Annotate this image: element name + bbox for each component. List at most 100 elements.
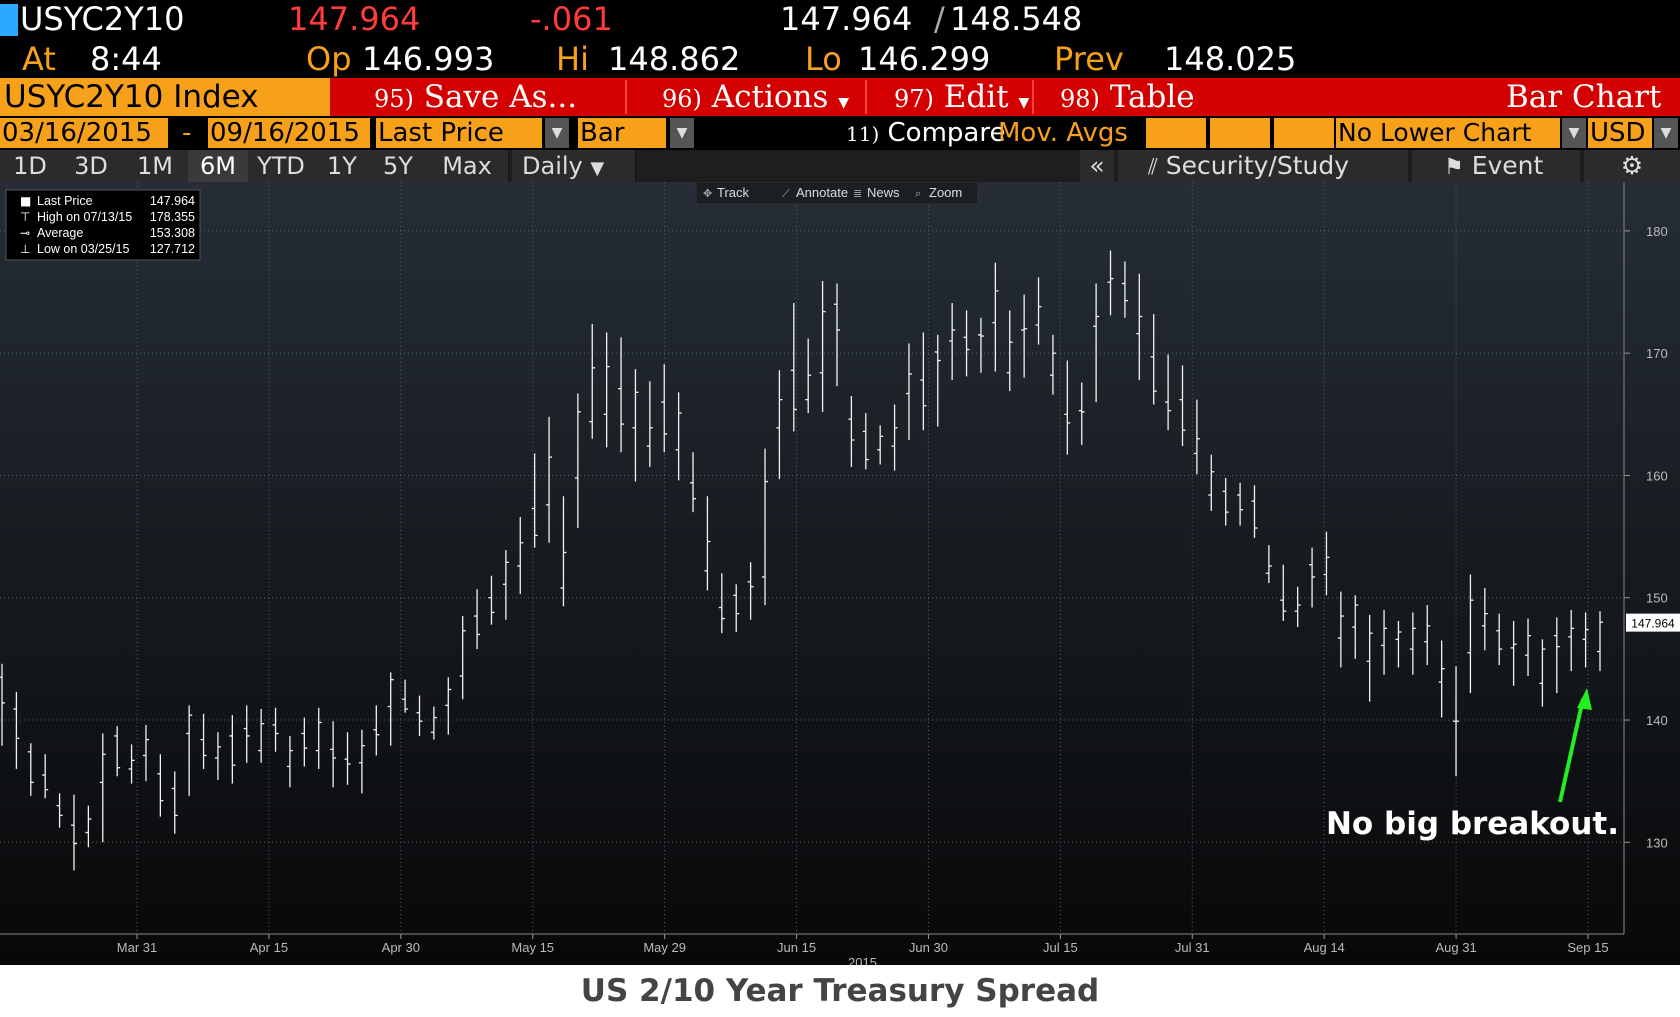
currency-dropdown-icon[interactable]: ▼	[1654, 118, 1678, 148]
period-tab-1d[interactable]: 1D	[0, 150, 61, 182]
actions-menu[interactable]: 96) Actions ▼	[662, 78, 849, 116]
empty-field[interactable]	[1210, 118, 1270, 148]
event-label: Event	[1471, 151, 1544, 180]
period-tab-6m[interactable]: 6M	[188, 150, 249, 182]
annotation-text: No big breakout.	[1326, 806, 1619, 842]
at-label: At	[22, 40, 56, 78]
low-label: Lo	[805, 40, 842, 78]
security-index-label: USYC2Y10 Index	[4, 79, 259, 115]
price-field-dropdown-icon[interactable]: ▼	[545, 118, 569, 148]
low-value: 146.299	[858, 40, 991, 78]
chart-study-icon: ⫽	[1148, 155, 1158, 180]
save-as-label: Save As...	[423, 79, 578, 115]
y-tick-label: 160	[1646, 468, 1668, 483]
bid-price: 147.964	[780, 0, 913, 38]
gear-icon: ⚙	[1620, 151, 1644, 180]
legend-label: High on 07/13/15	[37, 210, 132, 224]
frequency-label: Daily	[522, 152, 583, 180]
y-tick-label: 130	[1646, 835, 1668, 850]
edit-caret-icon: ▼	[1018, 95, 1030, 111]
flag-icon: ⚑	[1444, 155, 1464, 180]
annotation-arrow	[1558, 698, 1585, 803]
period-tab-3d[interactable]: 3D	[60, 150, 123, 182]
end-date-field[interactable]: 09/16/2015	[208, 118, 370, 148]
y-tick-label: 150	[1646, 591, 1668, 606]
period-tab-1m[interactable]: 1M	[122, 150, 189, 182]
table-menu[interactable]: 98) Table	[1060, 78, 1195, 116]
last-price-marker	[1626, 613, 1680, 632]
plot-background	[0, 182, 1680, 965]
chart-type-dropdown-icon[interactable]: ▼	[670, 118, 694, 148]
legend-icon: ⊸	[20, 226, 30, 240]
x-tick-label: May 15	[511, 940, 554, 955]
actions-number: 96)	[662, 85, 702, 113]
compare-button[interactable]: 11) Compare	[846, 118, 1005, 149]
chart-tool-annotate[interactable]: ⟋ Annotate	[782, 185, 848, 200]
menu-separator	[625, 80, 627, 114]
lower-chart-select[interactable]: No Lower Chart	[1336, 118, 1560, 148]
empty-field[interactable]	[1146, 118, 1206, 148]
legend-value: 127.712	[150, 242, 195, 256]
x-tick-label: Aug 14	[1304, 940, 1345, 955]
x-tick-label: Jul 31	[1175, 940, 1210, 955]
lower-chart-dropdown-icon[interactable]: ▼	[1562, 118, 1586, 148]
x-tick-label: May 29	[643, 940, 686, 955]
last-price-marker-label: 147.964	[1631, 617, 1675, 631]
security-index-field[interactable]: USYC2Y10 Index	[0, 78, 330, 116]
net-change: -.061	[530, 0, 613, 38]
save-as-menu[interactable]: 95) Save As...	[374, 78, 577, 116]
legend-label: Last Price	[37, 194, 93, 208]
annotate-icon: ⟋	[782, 187, 790, 200]
period-tab-1y[interactable]: 1Y	[314, 150, 371, 182]
mov-avgs-button[interactable]: Mov. Avgs	[998, 118, 1128, 148]
frequency-select[interactable]: Daily ▼	[512, 150, 636, 182]
compare-number: 11)	[846, 122, 880, 146]
ticker-marker	[0, 4, 18, 36]
x-tick-label: Aug 31	[1435, 940, 1476, 955]
bar-chart[interactable]: 130 140 150 160 170 180 147.964 Mar 31 Apr 15 Ap…	[0, 182, 1680, 965]
actions-caret-icon: ▼	[838, 95, 850, 111]
bar-chart-title: Bar Chart	[1506, 79, 1662, 115]
chart-tool-label: Annotate	[796, 185, 848, 200]
collapse-button[interactable]: «	[1080, 150, 1114, 182]
event-button[interactable]: ⚑ Event	[1412, 150, 1580, 182]
table-label: Table	[1109, 79, 1195, 115]
actions-label: Actions	[711, 79, 829, 115]
chart-tool-track[interactable]: ✥ Track	[703, 185, 750, 200]
x-tick-label: Jun 15	[777, 940, 816, 955]
chart-type-select[interactable]: Bar	[578, 118, 666, 148]
settings-button[interactable]: ⚙	[1584, 150, 1680, 182]
period-tab-max[interactable]: Max	[426, 150, 509, 182]
legend-icon: ⊥	[20, 242, 30, 256]
x-tick-label: Jun 30	[909, 940, 948, 955]
menu-separator	[865, 80, 867, 114]
zoom-icon: ⌕	[915, 187, 921, 200]
prev-value: 148.025	[1164, 40, 1297, 78]
x-tick-label: Sep 15	[1567, 940, 1608, 955]
frequency-caret-icon: ▼	[590, 158, 605, 179]
open-label: Op	[306, 40, 352, 78]
last-price: 147.964	[288, 0, 421, 38]
period-tab-5y[interactable]: 5Y	[370, 150, 427, 182]
bid-ask-separator: /	[934, 0, 945, 38]
chart-toolbar	[695, 182, 979, 205]
high-label: Hi	[556, 40, 589, 78]
quote-row: USYC2Y10 147.964 -.061 147.964 / 148.548	[0, 0, 1680, 40]
prev-label: Prev	[1054, 40, 1124, 78]
start-date-field[interactable]: 03/16/2015	[0, 118, 168, 148]
legend-value: 153.308	[150, 226, 195, 240]
price-field-select[interactable]: Last Price	[376, 118, 542, 148]
currency-select[interactable]: USD	[1588, 118, 1652, 148]
legend-label: Average	[37, 226, 83, 240]
save-as-number: 95)	[374, 85, 414, 113]
edit-menu[interactable]: 97) Edit ▼	[894, 78, 1029, 116]
security-study-button[interactable]: ⫽ Security/Study	[1118, 150, 1408, 182]
y-tick-label: 170	[1646, 346, 1668, 361]
track-icon: ✥	[703, 187, 712, 200]
empty-field[interactable]	[1274, 118, 1334, 148]
legend-box	[5, 189, 201, 261]
chart-tool-news[interactable]: ≣ News	[853, 185, 900, 200]
open-value: 146.993	[362, 40, 495, 78]
chart-tool-zoom[interactable]: ⌕ Zoom	[915, 185, 962, 200]
period-tab-ytd[interactable]: YTD	[248, 150, 315, 182]
